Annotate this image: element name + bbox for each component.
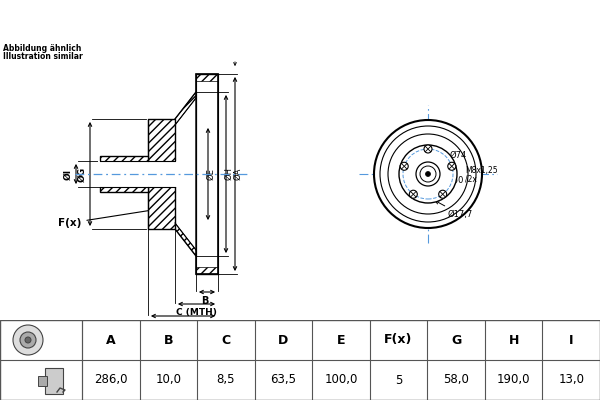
Text: Ø74: Ø74 xyxy=(443,151,467,168)
Text: 63,5: 63,5 xyxy=(271,374,296,386)
Text: 24.0110-0366.1: 24.0110-0366.1 xyxy=(166,12,338,30)
Text: 286,0: 286,0 xyxy=(94,374,128,386)
Text: H: H xyxy=(508,334,519,346)
Polygon shape xyxy=(146,161,177,187)
Circle shape xyxy=(400,162,408,170)
Text: ØH: ØH xyxy=(224,168,233,180)
Text: A: A xyxy=(106,334,116,346)
Text: F(x): F(x) xyxy=(385,334,413,346)
Polygon shape xyxy=(100,156,148,192)
Circle shape xyxy=(420,166,436,182)
Text: I: I xyxy=(569,334,574,346)
Circle shape xyxy=(416,162,440,186)
Circle shape xyxy=(13,325,43,355)
Text: 58,0: 58,0 xyxy=(443,374,469,386)
Text: F(x): F(x) xyxy=(58,205,174,228)
Polygon shape xyxy=(98,161,150,187)
Circle shape xyxy=(439,190,446,198)
Text: 190,0: 190,0 xyxy=(497,374,530,386)
Text: Illustration similar: Illustration similar xyxy=(3,52,83,61)
Text: G: G xyxy=(451,334,461,346)
Text: 10,0: 10,0 xyxy=(155,374,181,386)
Polygon shape xyxy=(196,74,218,274)
Circle shape xyxy=(399,145,457,203)
Circle shape xyxy=(25,337,31,343)
Text: 8,5: 8,5 xyxy=(217,374,235,386)
Text: ØA: ØA xyxy=(233,168,242,180)
Circle shape xyxy=(374,120,482,228)
Text: M8x1,25: M8x1,25 xyxy=(465,166,497,174)
Polygon shape xyxy=(175,92,196,256)
Text: E: E xyxy=(337,334,345,346)
Circle shape xyxy=(388,134,468,214)
Circle shape xyxy=(448,162,456,170)
Text: D: D xyxy=(179,320,187,330)
Text: Abbildung ähnlich: Abbildung ähnlich xyxy=(3,44,82,53)
Text: 410366: 410366 xyxy=(397,12,479,30)
Text: Ø17,7: Ø17,7 xyxy=(436,201,473,219)
Text: D: D xyxy=(278,334,289,346)
Bar xyxy=(38,376,47,386)
Circle shape xyxy=(409,190,418,198)
Circle shape xyxy=(20,332,36,348)
Text: B: B xyxy=(164,334,173,346)
Text: ØE: ØE xyxy=(206,168,215,180)
Text: B: B xyxy=(202,296,209,306)
Circle shape xyxy=(425,172,431,176)
Text: ØI: ØI xyxy=(64,168,73,180)
Text: C (MTH): C (MTH) xyxy=(176,308,217,317)
Circle shape xyxy=(424,145,432,153)
Text: /2x: /2x xyxy=(465,174,477,184)
Text: 5: 5 xyxy=(395,374,402,386)
Polygon shape xyxy=(148,119,175,229)
Text: ØG: ØG xyxy=(77,166,86,182)
Bar xyxy=(45,368,63,394)
Text: 100,0: 100,0 xyxy=(325,374,358,386)
Text: C: C xyxy=(221,334,230,346)
Text: 13,0: 13,0 xyxy=(558,374,584,386)
Text: Ø150: Ø150 xyxy=(442,176,464,184)
